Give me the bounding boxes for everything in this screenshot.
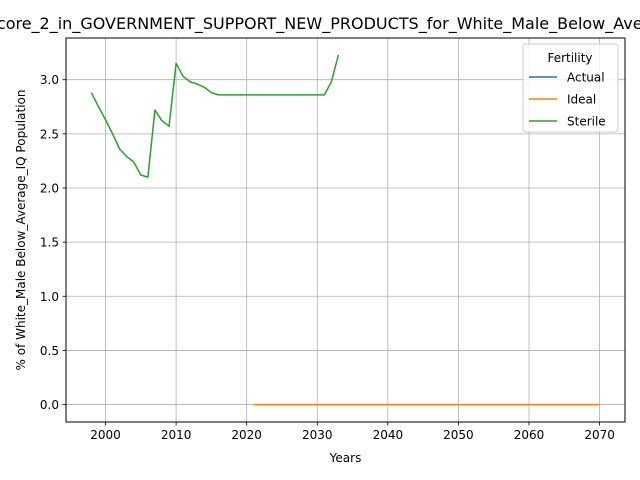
y-tick-label: 3.0 [40,73,59,87]
y-tick-label: 0.0 [40,398,59,412]
x-tick-label: 2020 [231,428,262,442]
x-axis: 2000 2010 2020 2030 2040 2050 2060 2070 [90,422,615,442]
grid-lines [66,38,625,422]
legend-label-ideal: Ideal [567,93,596,107]
x-tick-label: 2030 [302,428,333,442]
legend-entries: Actual Ideal Sterile [529,71,606,129]
y-tick-label: 0.5 [40,344,59,358]
y-tick-label: 1.5 [40,236,59,250]
legend-label-actual: Actual [567,71,605,85]
y-axis-label: % of White_Male Below_Average_IQ Populat… [14,90,28,371]
chart-title: Score_2_in_GOVERNMENT_SUPPORT_NEW_PRODUC… [0,14,640,34]
legend-title: Fertility [547,51,592,65]
legend: Fertility Actual Ideal Sterile [522,43,619,133]
x-tick-label: 2060 [514,428,545,442]
plot-frame [65,37,626,423]
x-tick-label: 2040 [373,428,404,442]
x-tick-label: 2050 [443,428,474,442]
x-tick-label: 2070 [584,428,615,442]
y-axis: 0.0 0.5 1.0 1.5 2.0 2.5 3.0 [40,73,66,412]
y-tick-label: 1.0 [40,290,59,304]
series-layer [90,54,600,406]
series-line-sterile [90,54,340,178]
x-tick-label: 2010 [161,428,192,442]
y-tick-label: 2.0 [40,181,59,195]
y-tick-label: 2.5 [40,127,59,141]
legend-box [522,43,619,133]
x-tick-label: 2000 [90,428,121,442]
x-axis-label: Years [329,451,362,465]
legend-label-sterile: Sterile [567,115,606,129]
